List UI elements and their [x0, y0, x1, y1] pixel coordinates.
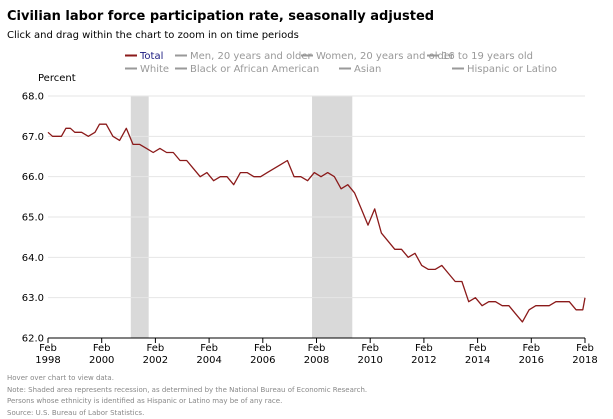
x-tick-month: Feb [200, 343, 218, 354]
legend-item[interactable]: Total [125, 51, 163, 62]
legend-label: Black or African American [190, 64, 319, 75]
chart-subtitle: Click and drag within the chart to zoom … [7, 30, 299, 41]
legend-item[interactable]: Men, 20 years and older [175, 51, 312, 62]
x-tick-month: Feb [361, 343, 379, 354]
y-tick-label: 66.0 [22, 172, 44, 183]
legend-item[interactable]: Hispanic or Latino [452, 64, 557, 75]
x-tick-year: 2018 [572, 355, 597, 366]
legend-item[interactable]: Women, 20 years and older [301, 51, 455, 62]
legend-label: 16 to 19 years old [442, 51, 533, 62]
y-axis-label: Percent [38, 73, 76, 84]
x-tick-year: 2004 [196, 355, 221, 366]
x-tick-month: Feb [576, 343, 594, 354]
x-tick-month: Feb [147, 343, 165, 354]
y-tick-label: 68.0 [22, 92, 44, 103]
x-tick-year: 1998 [35, 355, 60, 366]
legend-item[interactable]: Asian [339, 64, 381, 75]
x-tick-month: Feb [39, 343, 57, 354]
legend-label: Total [139, 51, 163, 62]
x-tick-month: Feb [254, 343, 272, 354]
y-tick-label: 64.0 [22, 253, 44, 264]
footnotes: Hover over chart to view data. Note: Sha… [7, 373, 367, 419]
x-tick-year: 2002 [143, 355, 168, 366]
legend-label: Asian [354, 64, 381, 75]
y-tick-label: 62.0 [22, 334, 44, 345]
x-tick-year: 2012 [411, 355, 436, 366]
y-tick-label: 67.0 [22, 132, 44, 143]
y-axis-ticks: 62.0 63.0 64.0 65.0 66.0 67.0 68.0 [22, 92, 44, 345]
legend-label: Hispanic or Latino [467, 64, 557, 75]
series-layer[interactable] [47, 123, 586, 323]
legend-label: White [140, 64, 169, 75]
x-tick-year: 2008 [304, 355, 329, 366]
legend-item[interactable]: White [125, 64, 169, 75]
x-tick-month: Feb [522, 343, 540, 354]
chart-title: Civilian labor force participation rate,… [7, 9, 435, 24]
legend: Total Men, 20 years and older Women, 20 ye… [125, 51, 557, 75]
legend-label: Women, 20 years and older [316, 51, 455, 62]
x-axis-ticks: Feb1998Feb2000Feb2002Feb2004Feb2006Feb20… [35, 338, 598, 366]
footnote-ethnicity-note: Persons whose ethnicity is identified as… [7, 397, 283, 405]
x-tick-year: 2006 [250, 355, 275, 366]
footnote-recession-note: Note: Shaded area represents recession, … [7, 385, 368, 394]
x-tick-year: 2000 [89, 355, 114, 366]
legend-item[interactable]: 16 to 19 years old [427, 51, 533, 62]
y-tick-label: 65.0 [22, 213, 44, 224]
line-chart[interactable]: Total Men, 20 years and older Women, 20 ye… [0, 0, 613, 370]
x-tick-year: 2014 [465, 355, 490, 366]
legend-label: Men, 20 years and older [190, 51, 312, 62]
x-tick-month: Feb [308, 343, 326, 354]
series-line-total[interactable] [47, 123, 586, 323]
x-tick-month: Feb [469, 343, 487, 354]
y-tick-label: 63.0 [22, 293, 44, 304]
footnote-hover: Hover over chart to view data. [7, 374, 114, 382]
x-tick-month: Feb [93, 343, 111, 354]
x-tick-year: 2016 [519, 355, 544, 366]
legend-item[interactable]: Black or African American [175, 64, 319, 75]
x-tick-year: 2010 [357, 355, 382, 366]
x-tick-month: Feb [415, 343, 433, 354]
footnote-source: Source: U.S. Bureau of Labor Statistics. [7, 408, 145, 417]
